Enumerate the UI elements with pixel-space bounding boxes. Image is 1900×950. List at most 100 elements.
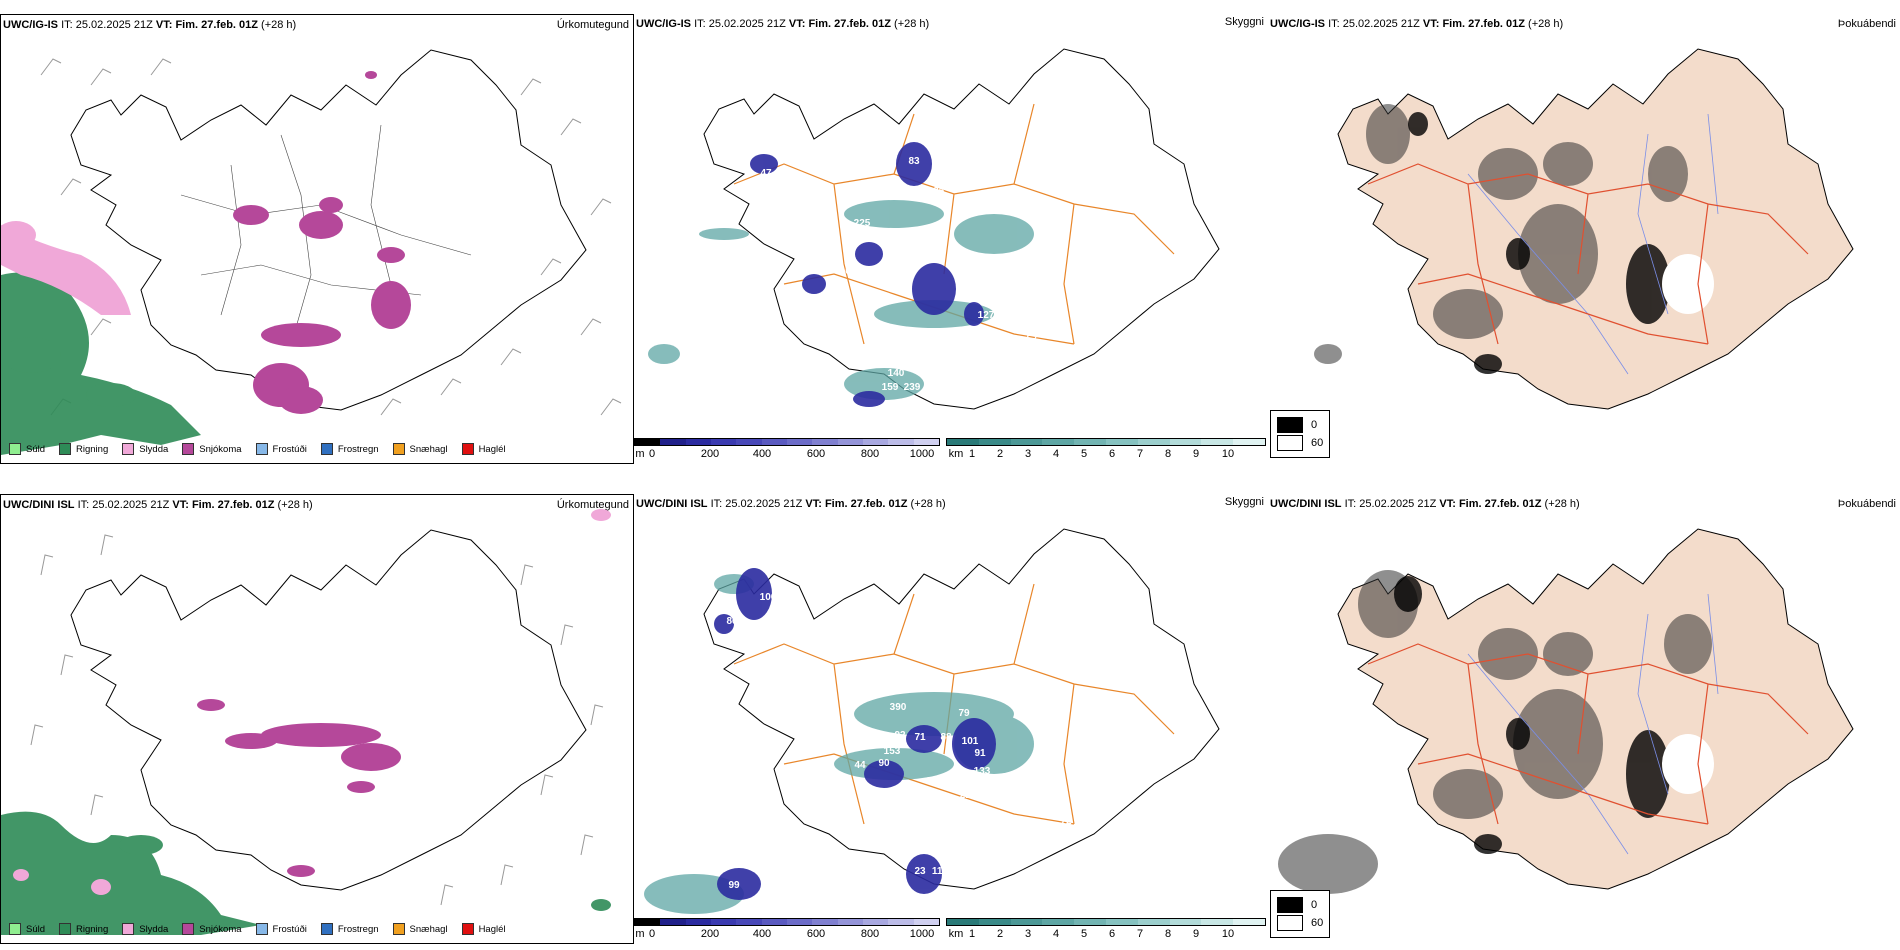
precip-rain [1, 272, 201, 455]
visibility-colorbar-segment [978, 439, 1011, 445]
cloudbase-colorbar-segment [736, 439, 762, 445]
visibility-colorbar-segment [1169, 919, 1202, 925]
svg-text:390: 390 [890, 702, 907, 713]
precip-type-map-top: UWC/IG-IS IT: 25.02.2025 21Z VT: Fim. 27… [0, 14, 634, 464]
legend-item: Haglél [461, 443, 506, 455]
coastline [70, 49, 587, 411]
visibility-colorbar-segment [1201, 439, 1234, 445]
svg-text:116: 116 [932, 866, 949, 877]
legend-item: Frostregn [320, 443, 379, 455]
svg-text:136: 136 [928, 186, 945, 197]
cloudbase-colorbar-segment [812, 439, 838, 445]
visibility-colorbar-segment [978, 919, 1011, 925]
svg-text:92: 92 [894, 730, 906, 741]
swatch-snow [182, 923, 195, 935]
cloudbase-colorbar-segment [862, 439, 889, 445]
svg-text:129: 129 [692, 352, 709, 363]
cloudbase-colorbar-segment [786, 439, 813, 445]
cloudbase-colorbar-segment [837, 439, 863, 445]
cloudbase-areas [714, 568, 996, 900]
cloudbase-colorbar-segment [660, 439, 686, 445]
svg-text:99: 99 [728, 880, 740, 891]
visibility-colorbar-segment [1074, 919, 1106, 925]
visibility-colorbar-segment [1169, 439, 1202, 445]
svg-text:140: 140 [888, 368, 905, 379]
svg-text:16: 16 [958, 652, 970, 663]
precip-snow [233, 71, 411, 414]
cloudbase-colorbar-segment [635, 439, 661, 445]
legend-item: Súld [9, 923, 45, 935]
cloudbase-colorbar-segment [812, 919, 838, 925]
svg-text:77: 77 [958, 256, 970, 267]
visibility-colorbar-segment [1233, 919, 1265, 925]
map-type-title: Úrkomutegund [556, 19, 629, 31]
cloud-base-map-top: UWC/IG-IS IT: 25.02.2025 21Z VT: Fim. 27… [634, 14, 1268, 464]
map-type-title: Þokuábendi [1837, 498, 1896, 510]
precip-snow [197, 699, 401, 877]
svg-text:98: 98 [886, 248, 898, 259]
cloudbase-colorbar [634, 918, 940, 926]
cloudbase-colorbar-segment [761, 919, 787, 925]
visibility-colorbar-segment [947, 919, 979, 925]
svg-text:43: 43 [914, 826, 926, 837]
cloudbase-colorbar-segment [786, 919, 813, 925]
svg-text:150: 150 [1024, 302, 1041, 313]
legend-item: Frostúði [255, 443, 307, 455]
swatch-snow [182, 443, 195, 455]
cloudbase-colorbar-segment [685, 919, 711, 925]
roads [1367, 643, 1809, 825]
cloudbase-colorbar-segment [862, 919, 889, 925]
visibility-colorbar-segment [1010, 439, 1043, 445]
svg-text:153: 153 [884, 746, 901, 757]
svg-text:35: 35 [926, 127, 938, 138]
fog-key-swatch-black [1277, 897, 1303, 913]
svg-text:106: 106 [760, 592, 777, 603]
fog-key-swatch-white [1277, 435, 1303, 451]
legend-item: Súld [9, 443, 45, 455]
svg-text:101: 101 [962, 736, 979, 747]
swatch-drizzle [9, 443, 21, 455]
svg-text:83: 83 [908, 156, 920, 167]
svg-text:217: 217 [960, 790, 977, 801]
visibility-colorbar-segment [1010, 919, 1043, 925]
iceland-cloud-map: 106 86 16 390 79 200 88 101 71 92 171 15… [644, 528, 1220, 914]
visibility-colorbar-segment [1074, 439, 1106, 445]
visibility-colorbar-segment [947, 439, 979, 445]
svg-text:71: 71 [914, 732, 926, 743]
svg-text:41: 41 [706, 242, 718, 253]
legend-item: Snjókoma [182, 923, 242, 935]
svg-text:23: 23 [914, 866, 926, 877]
legend-item: Snæhagl [392, 923, 448, 935]
swatch-freezing-rain [320, 923, 333, 935]
fog-indicator-map-bottom: UWC/DINI ISL IT: 25.02.2025 21Z VT: Fim.… [1268, 494, 1900, 944]
svg-text:163: 163 [914, 352, 931, 363]
map-header: UWC/DINI ISL IT: 25.02.2025 21Z VT: Fim.… [636, 498, 946, 510]
map-type-title: Úrkomutegund [556, 499, 629, 511]
svg-text:44: 44 [854, 760, 866, 771]
glacier-white [1662, 734, 1714, 794]
visibility-colorbar-segment [1233, 439, 1265, 445]
fog-key-swatch-white [1277, 915, 1303, 931]
precip-sleet [1, 221, 131, 315]
cloudbase-colorbar-segment [913, 919, 939, 925]
cloudbase-colorbar-segment [913, 439, 939, 445]
fog-key-row: 60 [1277, 915, 1323, 931]
map-type-title: Skyggni [1224, 16, 1264, 28]
map-header: UWC/IG-IS IT: 25.02.2025 21Z VT: Fim. 27… [1270, 18, 1564, 30]
iceland-precip-map [1, 509, 611, 935]
land-fill [1337, 48, 1854, 410]
iceland-cloud-map: 35 120 83 136 225 52 98 104 137 30 77 74… [648, 48, 1220, 410]
visibility-colorbar-segment [1137, 439, 1170, 445]
fog-indicator-map-top: UWC/IG-IS IT: 25.02.2025 21Z VT: Fim. 27… [1268, 14, 1900, 464]
roads [1367, 163, 1809, 345]
svg-text:47: 47 [760, 168, 772, 179]
map-header: UWC/IG-IS IT: 25.02.2025 21Z VT: Fim. 27… [636, 18, 930, 30]
swatch-graupel [392, 443, 405, 455]
fog-key-row: 0 [1277, 897, 1323, 913]
map-header: UWC/DINI ISL IT: 25.02.2025 21Z VT: Fim.… [3, 499, 313, 511]
cloudbase-colorbar-segment [837, 919, 863, 925]
svg-text:57: 57 [1026, 334, 1038, 345]
svg-text:12: 12 [934, 836, 946, 847]
swatch-freezing-drizzle [255, 443, 268, 455]
svg-text:200: 200 [822, 708, 839, 719]
